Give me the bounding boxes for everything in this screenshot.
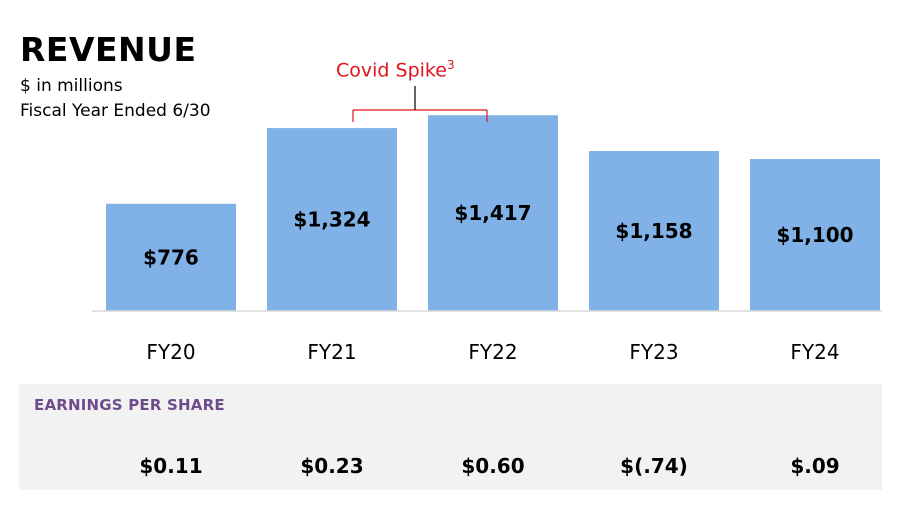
chart-title: REVENUE: [20, 30, 197, 69]
fiscal-year-subtitle: Fiscal Year Ended 6/30: [20, 101, 211, 121]
covid-spike-label: Covid Spike: [336, 59, 447, 82]
bar-fy20: [106, 203, 236, 311]
bar-fy22: [428, 115, 558, 312]
footnote-marker: 3: [446, 58, 455, 72]
x-tick-label: FY22: [468, 340, 517, 364]
revenue-bar-chart: $776 $1,324 $1,417 $1,158 $1,100 FY20 FY21 FY2…: [92, 86, 882, 364]
bar-value-label: $1,417: [454, 201, 531, 225]
eps-panel: [19, 384, 882, 490]
bar-value-label: $1,324: [293, 208, 370, 232]
eps-value: $(.74): [620, 454, 688, 478]
bar-fy23: [589, 151, 719, 311]
bar-value-label: $1,158: [615, 219, 692, 243]
covid-spike-bracket: [352, 86, 488, 122]
eps-title: EARNINGS PER SHARE: [34, 396, 225, 414]
bar-value-label: $776: [143, 245, 199, 269]
bar-fy21: [267, 128, 397, 311]
units-subtitle: $ in millions: [20, 76, 123, 96]
bar-value-label: $1,100: [776, 223, 853, 247]
x-tick-label: FY23: [629, 340, 678, 364]
bar-fy24: [750, 159, 880, 311]
eps-value: $0.11: [139, 454, 203, 478]
x-tick-label: FY21: [307, 340, 356, 364]
eps-value: $0.23: [300, 454, 364, 478]
eps-value: $0.60: [461, 454, 525, 478]
x-tick-label: FY24: [790, 340, 839, 364]
x-tick-label: FY20: [146, 340, 195, 364]
eps-value: $.09: [790, 454, 840, 478]
covid-spike-annotation: Covid Spike3: [336, 58, 455, 81]
